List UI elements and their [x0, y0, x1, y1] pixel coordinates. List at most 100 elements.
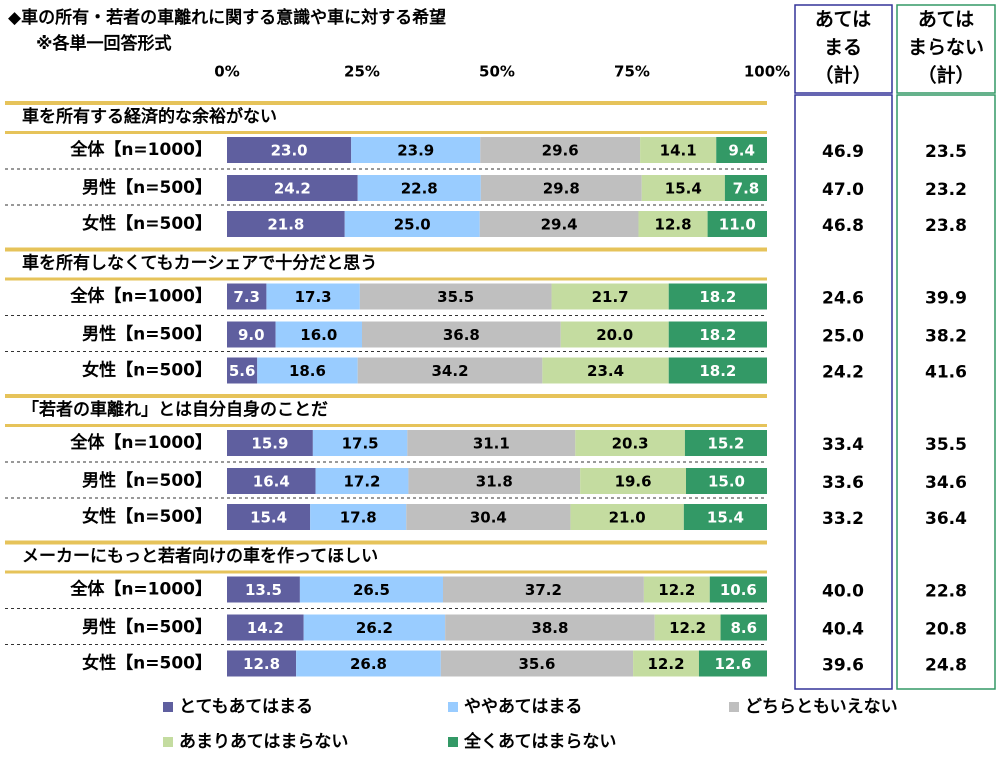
group-title-band-top [5, 247, 767, 252]
legend-label: どちらともいえない [745, 697, 898, 717]
group-title: 「若者の車離れ」とは自分自身のことだ [22, 399, 328, 420]
bar-segment [357, 357, 543, 384]
bar-segment [303, 614, 446, 641]
bar-segment [227, 650, 297, 677]
bar-segment [641, 175, 725, 201]
value-label: 5.6 [229, 362, 256, 380]
bar-segment [344, 211, 480, 237]
total-value: 23.5 [925, 142, 967, 162]
bar-segment [560, 321, 669, 348]
value-label: 26.5 [353, 581, 390, 599]
value-label: 15.4 [665, 180, 702, 198]
total-value: 38.2 [925, 327, 967, 347]
chart-title: ◆車の所有・若者の車離れに関する意識や車に対する希望 [8, 7, 446, 28]
legend-swatch [448, 737, 458, 747]
bar-segment [638, 211, 708, 237]
bar-segment [227, 576, 300, 603]
value-label: 15.9 [251, 435, 288, 453]
value-label: 11.0 [719, 216, 756, 234]
total-value: 34.6 [925, 473, 967, 493]
bar-segment [668, 283, 767, 310]
value-label: 29.4 [541, 216, 578, 234]
value-label: 38.8 [531, 619, 568, 637]
bar-segment [716, 137, 767, 163]
category-label: 女性【n=500】 [82, 506, 212, 527]
group-title-band-bottom [5, 570, 767, 574]
bar-segment [686, 468, 767, 494]
bar-segment [407, 430, 576, 456]
value-label: 12.6 [714, 655, 751, 673]
total-value: 25.0 [822, 327, 864, 347]
total-value: 41.6 [925, 363, 967, 383]
bar-segment [227, 430, 313, 456]
bar-segment [227, 211, 345, 237]
value-label: 26.2 [356, 619, 393, 637]
value-label: 23.0 [271, 142, 308, 160]
bar-segment [227, 614, 304, 641]
bar-segment [227, 468, 316, 494]
bar-segment [445, 614, 655, 641]
bar-segment [720, 614, 767, 641]
value-label: 15.2 [707, 435, 744, 453]
value-label: 12.2 [658, 581, 695, 599]
group-title-band-top [5, 394, 767, 398]
bar-segment [698, 650, 767, 677]
value-label: 29.6 [542, 142, 579, 160]
value-label: 29.8 [543, 180, 580, 198]
value-label: 16.4 [253, 473, 290, 491]
bar-segment [480, 175, 642, 201]
bar-segment [299, 576, 443, 603]
group-title-band-top [5, 540, 767, 545]
value-label: 35.5 [437, 288, 474, 306]
total-value: 24.8 [925, 656, 967, 676]
total-value: 20.8 [925, 620, 967, 640]
bar-segment [315, 468, 409, 494]
bar-segment [707, 211, 767, 237]
legend-swatch [448, 702, 458, 712]
value-label: 35.6 [518, 655, 555, 673]
bar-segment [227, 321, 276, 348]
x-tick-label: 0% [214, 63, 239, 81]
bar-segment [227, 283, 267, 310]
value-label: 9.4 [728, 142, 755, 160]
total-value: 46.8 [822, 216, 864, 236]
value-label: 23.4 [587, 362, 624, 380]
value-label: 22.8 [401, 180, 438, 198]
value-label: 20.3 [612, 435, 649, 453]
total-value: 47.0 [822, 180, 864, 200]
bar-segment [296, 650, 441, 677]
category-label: 男性【n=500】 [82, 177, 212, 198]
value-label: 15.0 [708, 473, 745, 491]
category-label: 全体【n=1000】 [69, 139, 212, 160]
value-label: 18.2 [699, 362, 736, 380]
category-label: 全体【n=1000】 [69, 432, 212, 453]
bar-segment [227, 357, 258, 384]
total-column-box [896, 94, 996, 690]
value-label: 17.8 [340, 509, 377, 527]
x-tick-label: 75% [614, 63, 650, 81]
bar-segment [709, 576, 767, 603]
total-column-header-box [896, 4, 996, 94]
bar-segment [633, 650, 699, 677]
value-label: 18.2 [699, 288, 736, 306]
value-label: 18.6 [289, 362, 326, 380]
total-value: 35.5 [925, 435, 967, 455]
total-value: 23.8 [925, 216, 967, 236]
value-label: 26.8 [350, 655, 387, 673]
bar-segment [275, 321, 362, 348]
legend-label: とてもあてはまる [179, 697, 313, 717]
total-value: 36.4 [925, 509, 967, 529]
value-label: 15.4 [250, 509, 287, 527]
value-label: 12.2 [669, 619, 706, 637]
bar-segment [551, 283, 669, 310]
total-column-box [794, 94, 893, 690]
value-label: 19.6 [615, 473, 652, 491]
total-value: 24.6 [822, 289, 864, 309]
bar-segment [643, 576, 710, 603]
value-label: 34.2 [432, 362, 469, 380]
legend-swatch [729, 702, 739, 712]
bar-segment [580, 468, 686, 494]
value-label: 14.1 [660, 142, 697, 160]
total-value: 39.6 [822, 656, 864, 676]
total-column-header-box [794, 4, 893, 94]
